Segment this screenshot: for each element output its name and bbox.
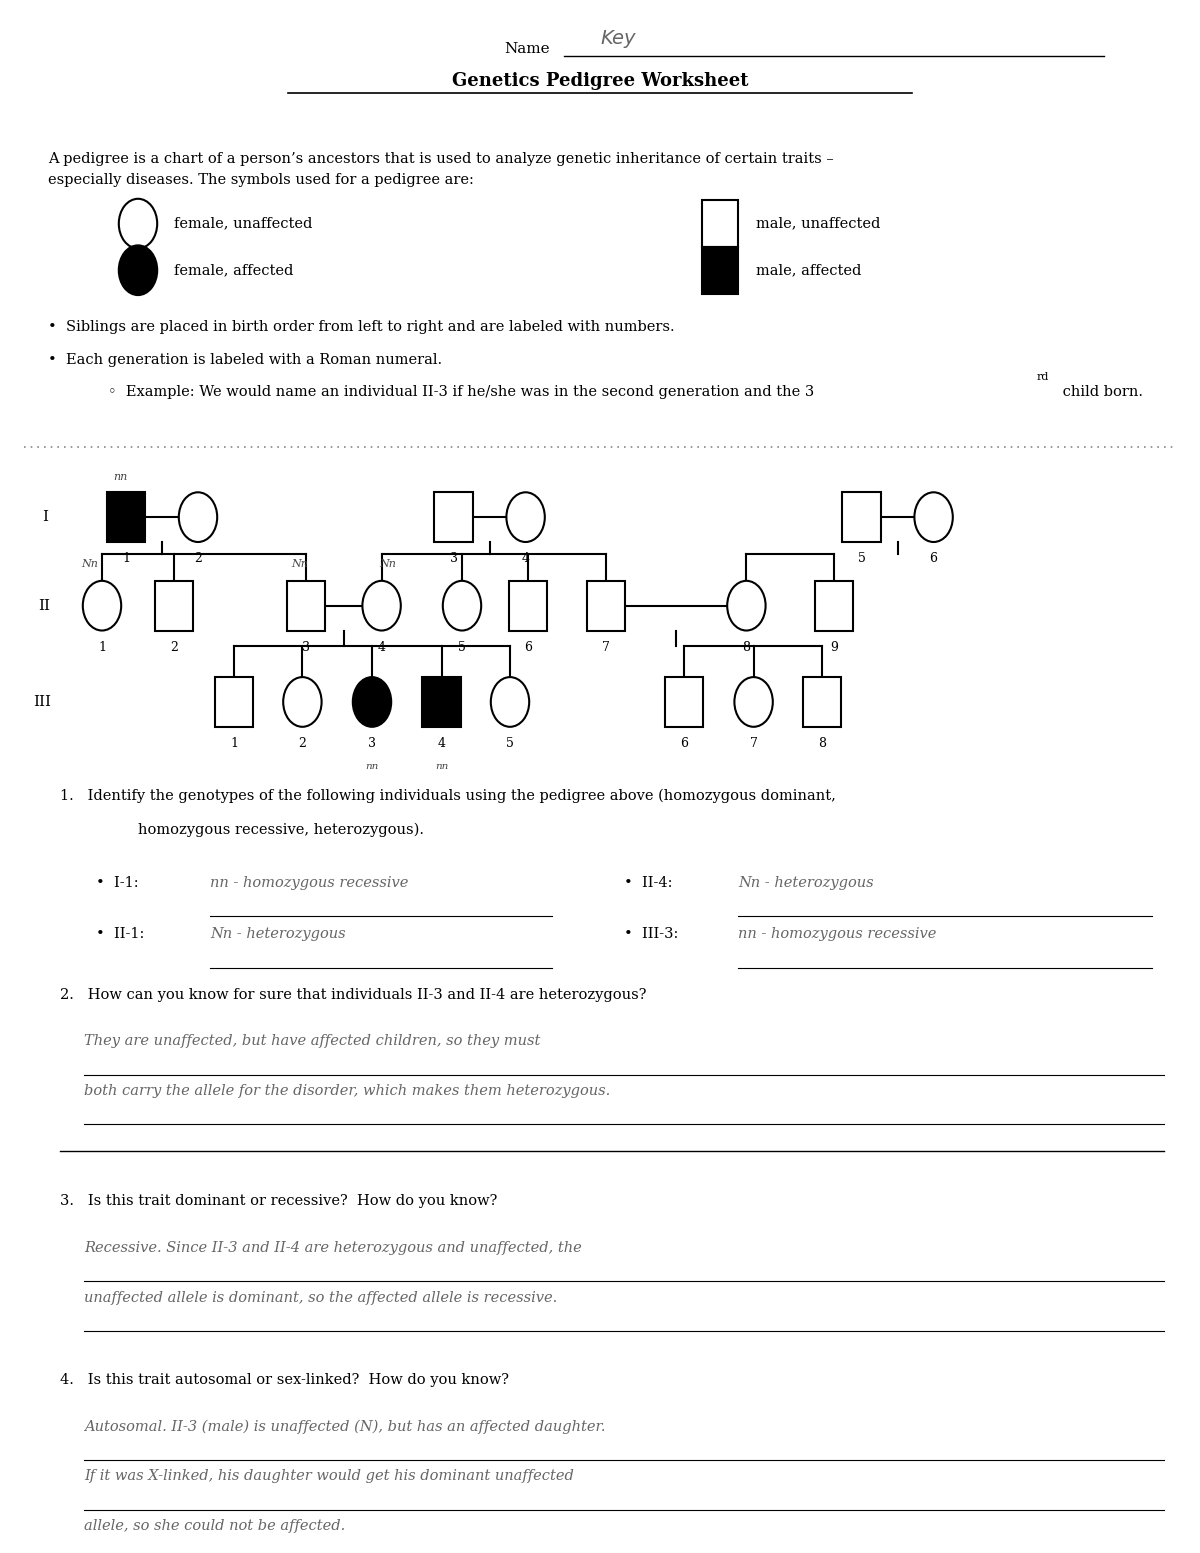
Text: Genetics Pedigree Worksheet: Genetics Pedigree Worksheet	[451, 71, 749, 90]
Text: 3: 3	[368, 738, 376, 750]
Text: 3: 3	[302, 641, 310, 654]
Text: •  I-1:: • I-1:	[96, 876, 152, 890]
Circle shape	[734, 677, 773, 727]
Text: 4: 4	[438, 738, 445, 750]
Circle shape	[119, 199, 157, 248]
Text: 5: 5	[458, 641, 466, 654]
Text: 1: 1	[122, 553, 130, 565]
Text: allele, so she could not be affected.: allele, so she could not be affected.	[84, 1519, 346, 1533]
Text: 2: 2	[299, 738, 306, 750]
Bar	[422, 677, 461, 727]
Text: Nn - heterozygous: Nn - heterozygous	[738, 876, 874, 890]
Text: •  Each generation is labeled with a Roman numeral.: • Each generation is labeled with a Roma…	[48, 353, 442, 367]
Text: 9: 9	[830, 641, 838, 654]
Text: 3: 3	[450, 553, 457, 565]
Circle shape	[914, 492, 953, 542]
Circle shape	[83, 581, 121, 631]
Text: 1.   Identify the genotypes of the following individuals using the pedigree abov: 1. Identify the genotypes of the followi…	[60, 789, 836, 803]
Text: female, unaffected: female, unaffected	[174, 216, 312, 231]
Bar	[215, 677, 253, 727]
Text: II: II	[38, 598, 50, 613]
Text: 4: 4	[378, 641, 385, 654]
Text: 1: 1	[98, 641, 106, 654]
Circle shape	[491, 677, 529, 727]
Circle shape	[506, 492, 545, 542]
Bar	[665, 677, 703, 727]
Bar	[107, 492, 145, 542]
Bar	[702, 247, 738, 294]
Text: child born.: child born.	[1058, 385, 1144, 399]
Text: nn - homozygous recessive: nn - homozygous recessive	[210, 876, 408, 890]
Text: 5: 5	[858, 553, 865, 565]
Text: They are unaffected, but have affected children, so they must: They are unaffected, but have affected c…	[84, 1034, 540, 1048]
Text: 8: 8	[743, 641, 750, 654]
Text: nn: nn	[113, 472, 127, 481]
Text: 1: 1	[230, 738, 238, 750]
Text: 5: 5	[506, 738, 514, 750]
Text: 6: 6	[680, 738, 688, 750]
Bar	[434, 492, 473, 542]
Text: 8: 8	[818, 738, 826, 750]
Circle shape	[727, 581, 766, 631]
Text: ◦  Example: We would name an individual II-3 if he/she was in the second generat: ◦ Example: We would name an individual I…	[108, 385, 815, 399]
Text: Recessive. Since II-3 and II-4 are heterozygous and unaffected, the: Recessive. Since II-3 and II-4 are heter…	[84, 1241, 582, 1255]
Text: male, affected: male, affected	[756, 262, 862, 278]
Text: nn: nn	[365, 761, 379, 770]
Text: 7: 7	[602, 641, 610, 654]
Text: both carry the allele for the disorder, which makes them heterozygous.: both carry the allele for the disorder, …	[84, 1084, 611, 1098]
Text: Name: Name	[504, 42, 550, 56]
Circle shape	[353, 677, 391, 727]
Bar	[587, 581, 625, 631]
Text: homozygous recessive, heterozygous).: homozygous recessive, heterozygous).	[138, 823, 424, 837]
Text: 4.   Is this trait autosomal or sex-linked?  How do you know?: 4. Is this trait autosomal or sex-linked…	[60, 1373, 509, 1387]
Text: Nn: Nn	[292, 559, 308, 568]
Circle shape	[119, 245, 157, 295]
Bar	[509, 581, 547, 631]
Text: •  III-3:: • III-3:	[624, 927, 683, 941]
Text: •  II-1:: • II-1:	[96, 927, 149, 941]
Bar	[842, 492, 881, 542]
Bar	[287, 581, 325, 631]
Bar	[702, 200, 738, 247]
Text: rd: rd	[1037, 373, 1049, 382]
Text: female, affected: female, affected	[174, 262, 293, 278]
Text: Autosomal. II-3 (male) is unaffected (N), but has an affected daughter.: Autosomal. II-3 (male) is unaffected (N)…	[84, 1419, 606, 1433]
Text: I: I	[42, 509, 48, 525]
Text: III: III	[34, 694, 52, 710]
Text: nn - homozygous recessive: nn - homozygous recessive	[738, 927, 936, 941]
Text: unaffected allele is dominant, so the affected allele is recessive.: unaffected allele is dominant, so the af…	[84, 1291, 557, 1305]
Circle shape	[283, 677, 322, 727]
Circle shape	[362, 581, 401, 631]
Text: 4: 4	[522, 553, 529, 565]
Text: Nn: Nn	[379, 559, 396, 568]
Text: male, unaffected: male, unaffected	[756, 216, 881, 231]
Text: 3.   Is this trait dominant or recessive?  How do you know?: 3. Is this trait dominant or recessive? …	[60, 1194, 497, 1208]
Text: If it was X-linked, his daughter would get his dominant unaffected: If it was X-linked, his daughter would g…	[84, 1469, 574, 1483]
Text: nn: nn	[434, 761, 449, 770]
Text: 2: 2	[170, 641, 178, 654]
Text: •  II-4:: • II-4:	[624, 876, 686, 890]
Text: Nn: Nn	[82, 559, 98, 568]
Text: A pedigree is a chart of a person’s ancestors that is used to analyze genetic in: A pedigree is a chart of a person’s ance…	[48, 152, 834, 186]
Circle shape	[179, 492, 217, 542]
Circle shape	[443, 581, 481, 631]
Text: Key: Key	[600, 30, 636, 48]
Text: 2.   How can you know for sure that individuals II-3 and II-4 are heterozygous?: 2. How can you know for sure that indivi…	[60, 988, 647, 1002]
Text: 6: 6	[930, 553, 937, 565]
Bar	[155, 581, 193, 631]
Text: •  Siblings are placed in birth order from left to right and are labeled with nu: • Siblings are placed in birth order fro…	[48, 320, 674, 334]
Text: Nn - heterozygous: Nn - heterozygous	[210, 927, 346, 941]
Text: 7: 7	[750, 738, 757, 750]
Text: 6: 6	[524, 641, 532, 654]
Bar	[815, 581, 853, 631]
Bar	[803, 677, 841, 727]
Text: 2: 2	[194, 553, 202, 565]
